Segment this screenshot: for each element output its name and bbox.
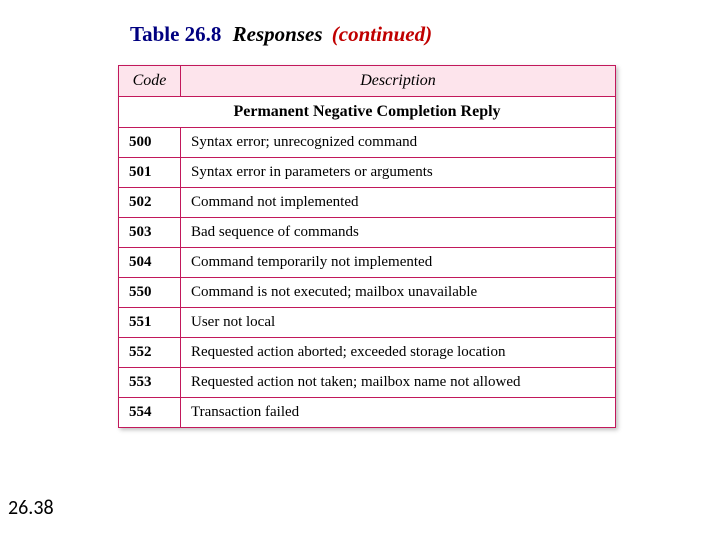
description-cell: Command is not executed; mailbox unavail… bbox=[181, 278, 616, 308]
caption-mid: Responses bbox=[233, 22, 323, 46]
caption-suffix: (continued) bbox=[332, 22, 432, 46]
description-cell: Requested action aborted; exceeded stora… bbox=[181, 338, 616, 368]
table-header-row: Code Description bbox=[119, 66, 616, 97]
description-cell: Syntax error in parameters or arguments bbox=[181, 158, 616, 188]
table-row: 502Command not implemented bbox=[119, 188, 616, 218]
code-cell: 504 bbox=[119, 248, 181, 278]
caption-prefix: Table 26.8 bbox=[130, 22, 221, 46]
code-cell: 501 bbox=[119, 158, 181, 188]
table-row: 554Transaction failed bbox=[119, 398, 616, 428]
table-caption: Table 26.8 Responses (continued) bbox=[130, 22, 432, 47]
description-cell: Command temporarily not implemented bbox=[181, 248, 616, 278]
description-cell: User not local bbox=[181, 308, 616, 338]
table-row: 500Syntax error; unrecognized command bbox=[119, 128, 616, 158]
table-row: 501Syntax error in parameters or argumen… bbox=[119, 158, 616, 188]
description-cell: Bad sequence of commands bbox=[181, 218, 616, 248]
description-cell: Transaction failed bbox=[181, 398, 616, 428]
code-cell: 502 bbox=[119, 188, 181, 218]
table-row: 503Bad sequence of commands bbox=[119, 218, 616, 248]
responses-table: Code Description Permanent Negative Comp… bbox=[118, 65, 616, 428]
col-header-code: Code bbox=[119, 66, 181, 97]
table-row: 550Command is not executed; mailbox unav… bbox=[119, 278, 616, 308]
table-row: 551User not local bbox=[119, 308, 616, 338]
code-cell: 552 bbox=[119, 338, 181, 368]
table-row: 553Requested action not taken; mailbox n… bbox=[119, 368, 616, 398]
code-cell: 500 bbox=[119, 128, 181, 158]
table-row: 552Requested action aborted; exceeded st… bbox=[119, 338, 616, 368]
table-row: 504Command temporarily not implemented bbox=[119, 248, 616, 278]
page-number: 26.38 bbox=[8, 496, 54, 520]
col-header-description: Description bbox=[181, 66, 616, 97]
section-label: Permanent Negative Completion Reply bbox=[119, 97, 616, 128]
description-cell: Syntax error; unrecognized command bbox=[181, 128, 616, 158]
description-cell: Requested action not taken; mailbox name… bbox=[181, 368, 616, 398]
code-cell: 503 bbox=[119, 218, 181, 248]
code-cell: 550 bbox=[119, 278, 181, 308]
responses-table-container: Code Description Permanent Negative Comp… bbox=[118, 65, 616, 428]
table-section-row: Permanent Negative Completion Reply bbox=[119, 97, 616, 128]
code-cell: 551 bbox=[119, 308, 181, 338]
description-cell: Command not implemented bbox=[181, 188, 616, 218]
code-cell: 553 bbox=[119, 368, 181, 398]
code-cell: 554 bbox=[119, 398, 181, 428]
